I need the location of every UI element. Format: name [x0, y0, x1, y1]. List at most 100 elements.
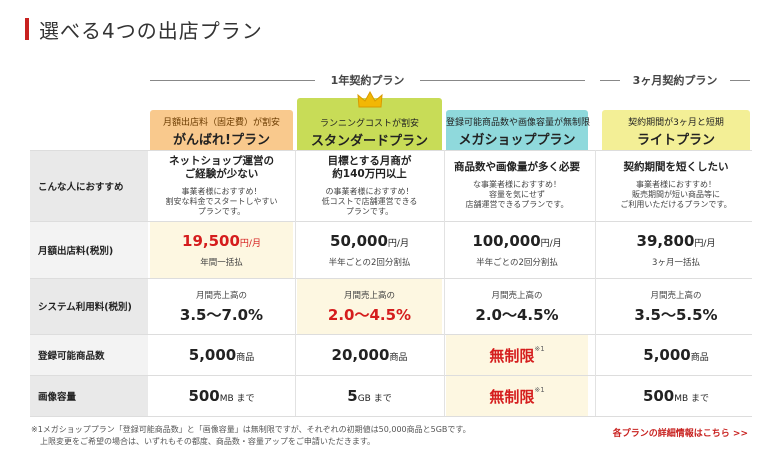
monthly-unit: 円/月 [694, 239, 716, 249]
plan-name: がんばれ!プラン [173, 133, 270, 148]
monthly-amount: 100,000 [472, 232, 541, 250]
images-value: 500MB まで [188, 387, 254, 405]
page-title-text: 選べる4つの出店プラン [39, 18, 263, 43]
group-short-line-right [730, 80, 750, 81]
group-short-label: 3ヶ月契約プラン [632, 74, 718, 87]
system-label: 月間売上高の [491, 290, 543, 301]
footnote-line-2: 上限変更をご希望の場合は、いずれもその都度、商品数・容量アップをご申請いただきま… [40, 437, 376, 446]
system-cell-ganbare: 月間売上高の 3.5〜7.0% [150, 279, 293, 334]
plan-header-ganbare: 月額出店料（固定費）が割安 がんばれ!プラン [150, 110, 293, 150]
group-short: 3ヶ月契約プラン [600, 72, 750, 88]
plan-name: スタンダードプラン [310, 134, 428, 149]
images-unit: MB まで [219, 394, 255, 404]
plan-subtitle: 契約期間が3ヶ月と短期 [628, 118, 724, 128]
monthly-amount: 50,000 [330, 232, 388, 250]
recommend-desc: 事業者様におすすめ！ 販売期間が短い商品等に ご利用いただけるプランです。 [620, 180, 732, 209]
images-note-mark: ※1 [534, 385, 545, 394]
monthly-cell-light: 39,800円/月 3ヶ月一括払 [602, 222, 750, 278]
recommend-cell-standard: 目標とする月商が 約140万円以上 の事業者様におすすめ！ 低コストで店舗運営で… [297, 150, 442, 221]
row-label-system: システム利用料(税別) [30, 278, 148, 334]
system-cell-megashop: 月間売上高の 2.0〜4.5% [446, 279, 588, 334]
recommend-desc: な事業者様におすすめ！ 容量を気にせず 店舗運営できるプランです。 [465, 180, 569, 209]
items-cell-standard: 20,000商品 [297, 335, 442, 375]
recommend-cell-megashop: 商品数や画像量が多く必要 な事業者様におすすめ！ 容量を気にせず 店舗運営できる… [446, 150, 588, 221]
recommend-desc: の事業者様におすすめ！ 低コストで店舗運営できる プランです。 [321, 186, 418, 216]
recommend-desc: 事業者様におすすめ！ 割安な料金でスタートしやすい プランです。 [165, 186, 278, 216]
crown-icon [356, 91, 383, 108]
monthly-price: 39,800円/月 [637, 232, 716, 250]
plan-subtitle: 月額出店料（固定費）が割安 [162, 118, 280, 128]
row-divider [30, 221, 752, 222]
plan-subtitle: ランニングコストが割安 [319, 119, 419, 129]
items-number: 無制限 [489, 346, 535, 365]
images-value: 5GB まで [347, 387, 391, 405]
monthly-note: 3ヶ月一括払 [652, 258, 700, 268]
system-value: 2.0〜4.5% [475, 305, 559, 324]
column-divider [444, 150, 445, 416]
system-label: 月間売上高の [195, 290, 247, 301]
system-label: 月間売上高の [343, 290, 395, 301]
monthly-note: 半年ごとの2回分割払 [328, 258, 411, 268]
monthly-amount: 39,800 [636, 232, 695, 250]
monthly-unit: 円/月 [540, 239, 562, 249]
row-divider [30, 334, 752, 335]
items-number: 5,000 [188, 346, 237, 364]
images-unit: MB まで [674, 394, 710, 404]
recommend-head: 契約期間を短くしたい [623, 161, 729, 173]
title-accent-bar [25, 18, 29, 40]
images-number: 5 [347, 387, 358, 405]
recommend-head: 商品数や画像量が多く必要 [454, 161, 580, 173]
system-label: 月間売上高の [650, 290, 702, 301]
row-label-images: 画像容量 [30, 375, 148, 416]
monthly-amount: 19,500 [182, 232, 240, 250]
images-value: 500MB まで [643, 387, 709, 405]
recommend-cell-ganbare: ネットショップ運営の ご経験が少ない 事業者様におすすめ！ 割安な料金でスタート… [150, 150, 293, 221]
items-unit: 商品 [236, 353, 255, 363]
monthly-note: 年間一括払 [200, 258, 243, 268]
row-divider [30, 150, 752, 151]
items-number: 20,000 [331, 346, 390, 364]
group-annual-label: 1年契約プラン [330, 74, 405, 87]
plan-header-standard: ランニングコストが割安 スタンダードプラン [297, 91, 442, 150]
recommend-head: ネットショップ運営の ご経験が少ない [169, 154, 274, 180]
column-divider [595, 150, 596, 416]
items-cell-light: 5,000商品 [602, 335, 750, 375]
row-label-recommend: こんな人におすすめ [30, 150, 148, 221]
items-number: 5,000 [643, 346, 691, 364]
system-value: 3.5〜7.0% [179, 305, 264, 324]
monthly-note: 半年ごとの2回分割払 [476, 258, 558, 268]
plan-details-link[interactable]: 各プランの詳細情報はこちら >> [612, 429, 748, 439]
plan-header-light: 契約期間が3ヶ月と短期 ライトプラン [602, 110, 750, 150]
system-value: 2.0〜4.5% [327, 305, 412, 324]
images-number: 500 [642, 387, 675, 405]
images-value: 無制限※1 [489, 386, 544, 407]
plan-name: メガショッププラン [458, 133, 576, 148]
monthly-price: 100,000円/月 [472, 232, 561, 250]
items-unit: 商品 [389, 353, 408, 363]
row-divider [30, 375, 752, 376]
images-cell-megashop: 無制限※1 [446, 376, 588, 416]
system-cell-light: 月間売上高の 3.5〜5.5% [602, 279, 750, 334]
images-cell-ganbare: 500MB まで [150, 376, 293, 416]
items-unit: 商品 [690, 353, 709, 363]
monthly-cell-megashop: 100,000円/月 半年ごとの2回分割払 [446, 222, 588, 278]
group-annual-line-left [150, 80, 315, 81]
row-divider [30, 278, 752, 279]
page-title: 選べる4つの出店プラン [25, 14, 263, 44]
monthly-unit: 円/月 [239, 239, 261, 249]
monthly-cell-ganbare: 19,500円/月 年間一括払 [150, 222, 293, 278]
column-divider [295, 150, 296, 416]
items-cell-ganbare: 5,000商品 [150, 335, 293, 375]
recommend-head: 目標とする月商が 約140万円以上 [327, 154, 412, 180]
images-unit: GB まで [357, 394, 392, 404]
monthly-unit: 円/月 [387, 239, 409, 249]
items-value: 5,000商品 [643, 346, 708, 364]
monthly-price: 50,000円/月 [330, 232, 409, 250]
items-cell-megashop: 無制限※1 [446, 335, 588, 375]
items-note-mark: ※1 [534, 344, 545, 353]
plan-name: ライトプラン [636, 133, 715, 148]
footnote: ※1メガショッププラン「登録可能商品数」と「画像容量」は無制限ですが、それぞれの… [31, 424, 471, 448]
monthly-price: 19,500円/月 [182, 232, 261, 250]
group-annual: 1年契約プラン [150, 72, 585, 88]
plan-header-megashop: 登録可能商品数や画像容量が無制限 メガショッププラン [446, 110, 590, 150]
